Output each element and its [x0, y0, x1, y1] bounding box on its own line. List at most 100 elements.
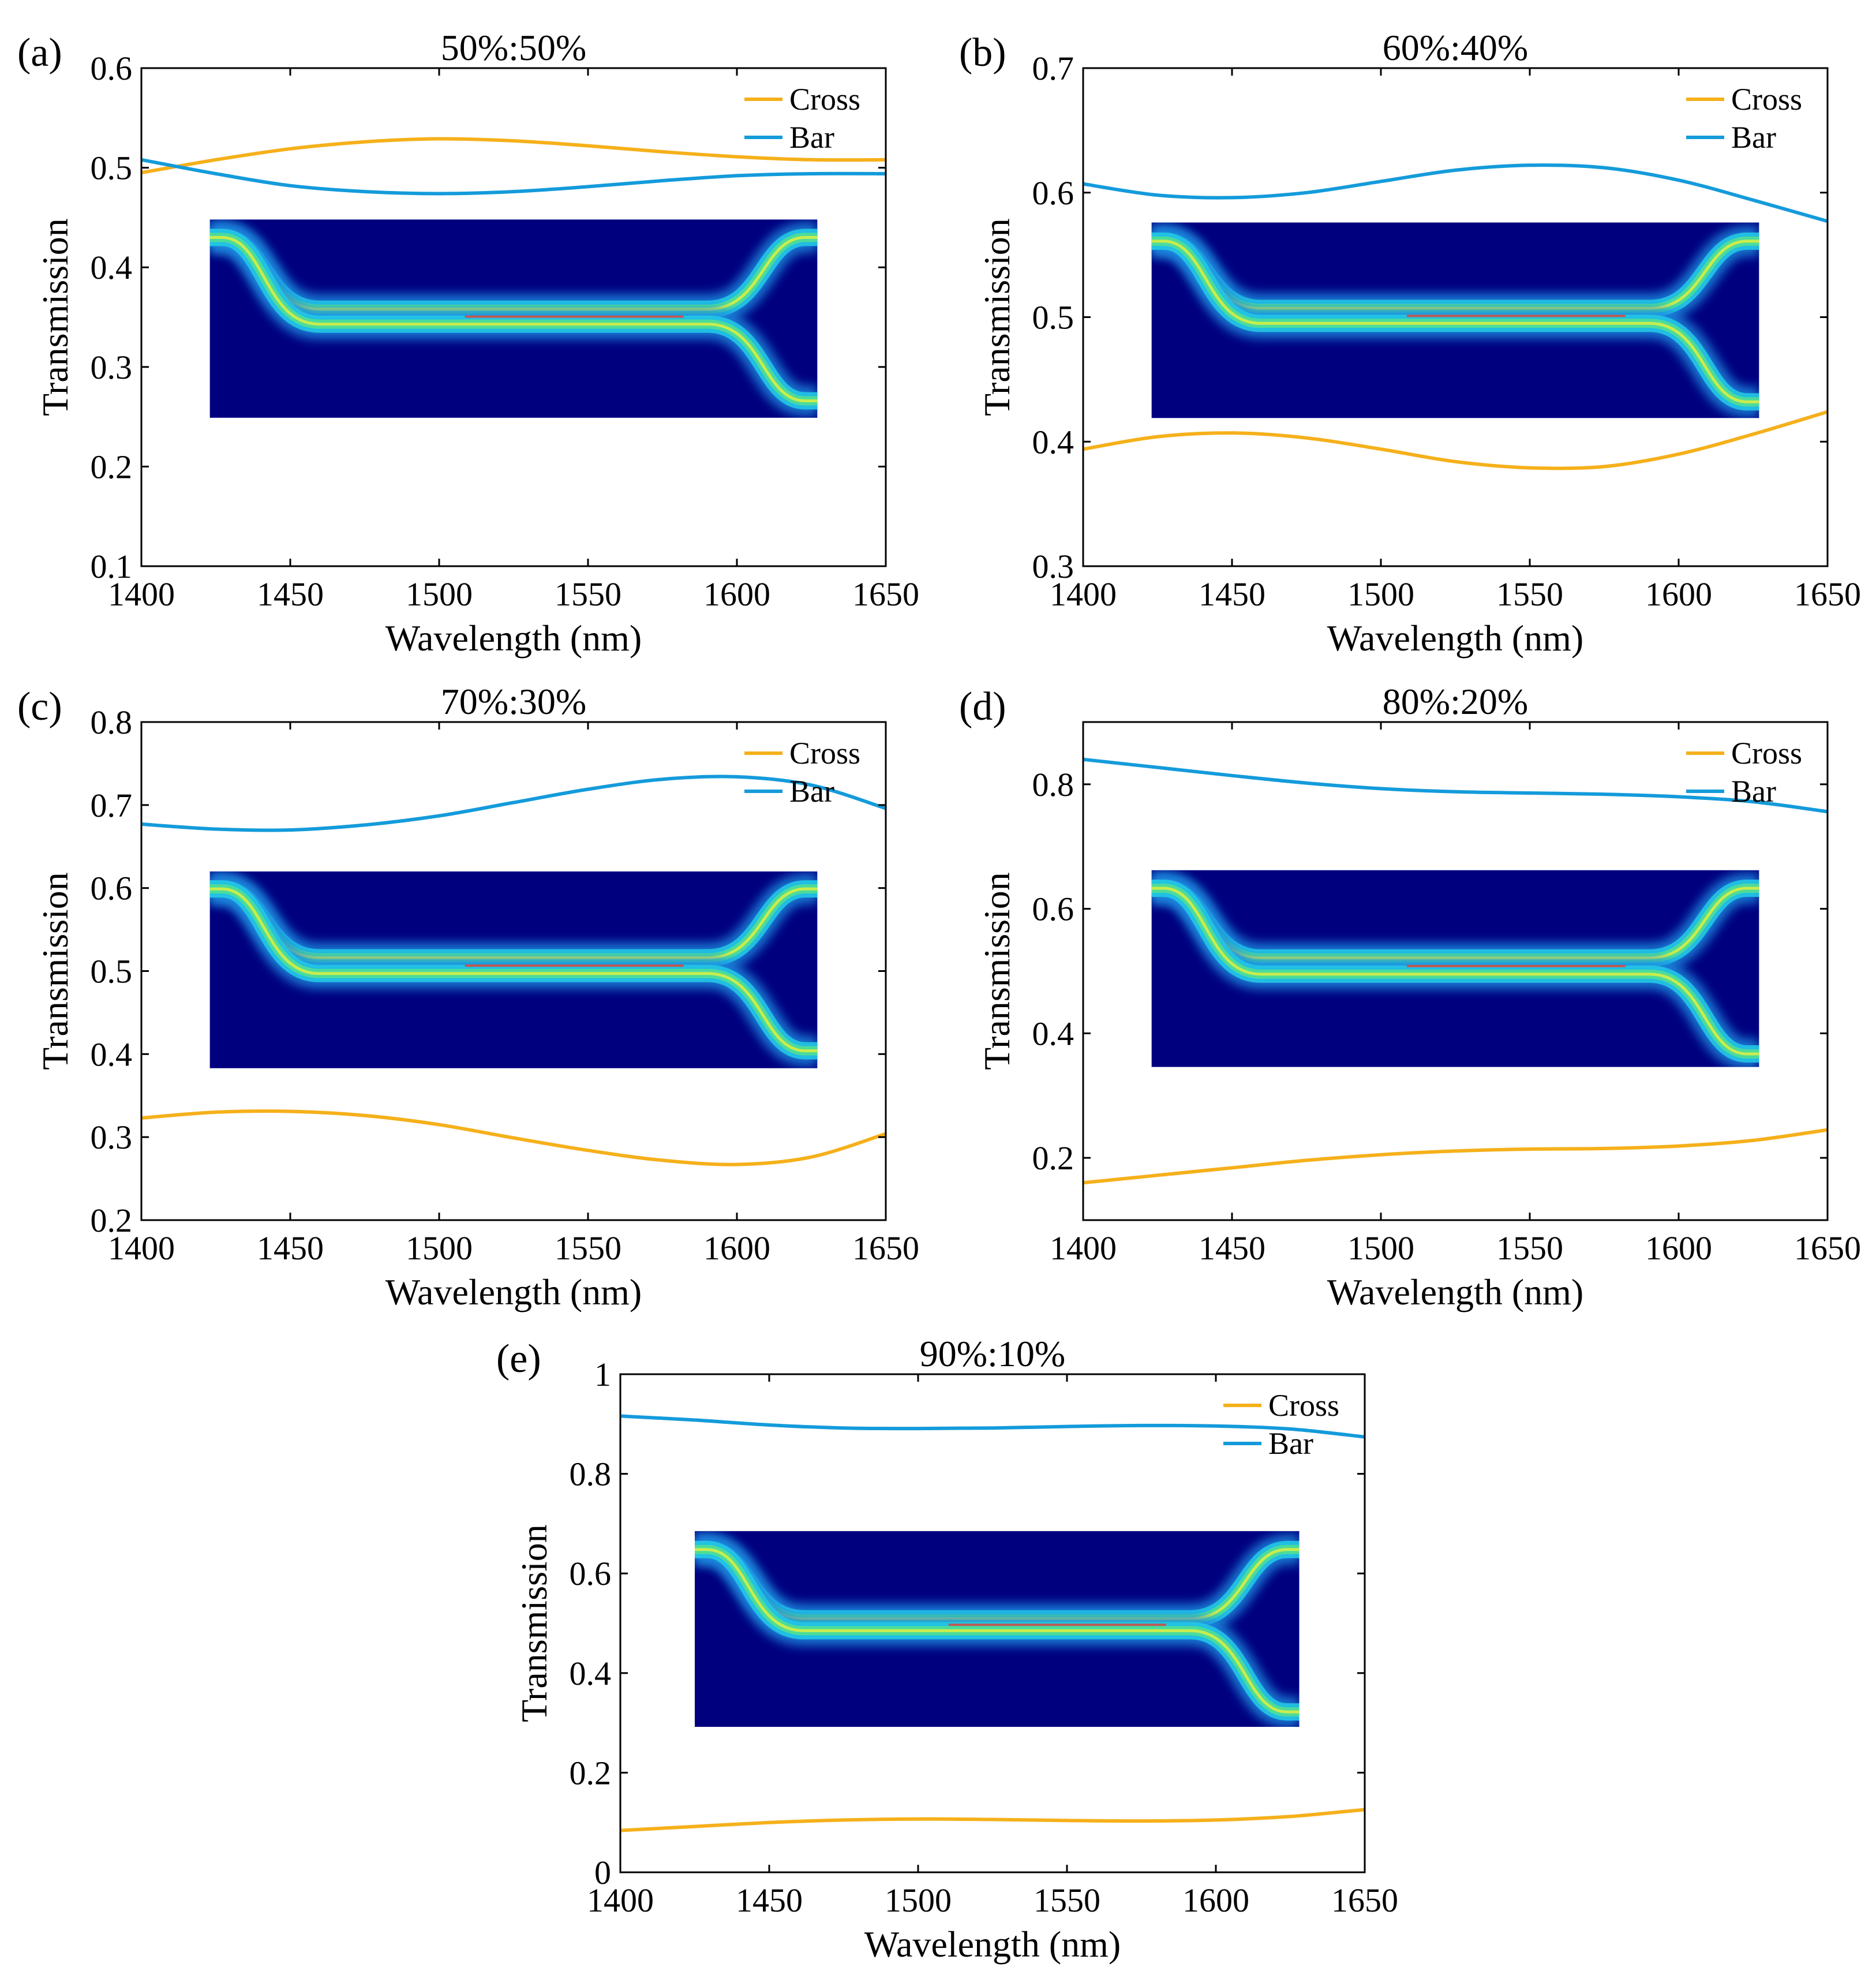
- y-tick-label: 0.4: [1032, 423, 1074, 461]
- series-line-bar: [141, 158, 886, 196]
- x-tick-label: 1500: [1347, 1229, 1414, 1267]
- x-tick-label: 1600: [1182, 1882, 1249, 1919]
- x-tick-label: 1650: [852, 575, 919, 613]
- chart-title: 70%:30%: [441, 681, 586, 722]
- x-tick-label: 1400: [1050, 1229, 1117, 1267]
- chart-panel: 1400 1450 1500 1550 1600 1650 0.1 0.2 0.3 0.4 0.5 0…: [17, 27, 919, 659]
- y-tick-label: 0.7: [91, 787, 133, 824]
- y-tick-label: 0.4: [1032, 1015, 1074, 1052]
- y-tick-label: 0.8: [1032, 766, 1074, 803]
- waveguide-lower-peak: [1151, 887, 1759, 1056]
- series-line-bar: [1083, 163, 1828, 223]
- legend-label-cross: Cross: [789, 82, 860, 117]
- x-axis-label: Wavelength (nm): [1327, 618, 1583, 659]
- y-tick-label: 0.6: [91, 50, 133, 87]
- y-tick-label: 0.8: [91, 704, 133, 741]
- x-tick-label: 1450: [257, 1229, 324, 1267]
- y-tick-label: 0.4: [91, 249, 133, 286]
- axes-box: [140, 67, 887, 567]
- y-axis-label: Transmission: [976, 218, 1017, 416]
- series-line-cross: [1083, 410, 1828, 470]
- series-lines: [1083, 757, 1828, 1185]
- axes-box: [1082, 721, 1829, 1221]
- x-tick-label: 1500: [885, 1882, 952, 1919]
- panel-letter: (b): [959, 31, 1006, 75]
- x-tick-label: 1450: [1199, 1229, 1265, 1267]
- x-axis-label: Wavelength (nm): [385, 618, 642, 659]
- x-tick-label: 1400: [108, 1229, 175, 1267]
- y-tick-label: 0.2: [570, 1754, 612, 1791]
- x-tick-label: 1450: [257, 575, 324, 613]
- y-tick-label: 0.3: [91, 349, 133, 386]
- y-tick-label: 0.5: [91, 953, 133, 990]
- series-line-cross: [141, 1109, 886, 1166]
- waveguide-lower-peak: [695, 1548, 1300, 1714]
- x-tick-label: 1600: [703, 1229, 770, 1267]
- chart-title: 60%:40%: [1383, 27, 1528, 68]
- y-tick-label: 0.4: [91, 1035, 133, 1073]
- waveguide-lower-peak: [209, 235, 818, 402]
- y-tick-label: 0.4: [570, 1655, 612, 1692]
- panel-letter: (d): [959, 685, 1006, 729]
- inset-waveguides: [1151, 873, 1759, 1067]
- chart-panel: 1400 1450 1500 1550 1600 1650 0.2 0.4 0.6 0.8 Wave…: [959, 681, 1861, 1312]
- x-tick-label: 1450: [1199, 575, 1265, 613]
- x-tick-label: 1500: [406, 575, 473, 613]
- series-lines: [1083, 163, 1828, 470]
- series-line-bar: [1083, 757, 1828, 814]
- y-tick-label: 1: [594, 1356, 611, 1393]
- x-tick-label: 1650: [1794, 1229, 1861, 1267]
- x-tick-label: 1650: [852, 1229, 919, 1267]
- chart-title: 50%:50%: [441, 27, 586, 68]
- y-tick-label: 0.8: [570, 1456, 612, 1493]
- legend-label-bar: Bar: [1268, 1426, 1313, 1461]
- y-axis-label: Transmission: [35, 218, 76, 416]
- x-axis-label: Wavelength (nm): [385, 1271, 642, 1312]
- y-tick-label: 0.3: [91, 1119, 133, 1156]
- waveguide-lower-peak: [1151, 240, 1759, 403]
- series-line-bar: [620, 1414, 1365, 1439]
- x-axis-label: Wavelength (nm): [1327, 1271, 1583, 1312]
- series-line-cross: [141, 137, 886, 175]
- legend-label-cross: Cross: [1731, 82, 1802, 117]
- inset-field-image: [209, 871, 818, 1068]
- y-tick-label: 0.2: [91, 448, 133, 485]
- y-tick-label: 0.1: [91, 548, 133, 585]
- y-tick-label: 0.2: [1032, 1139, 1074, 1177]
- legend-label-cross: Cross: [789, 736, 860, 771]
- x-tick-label: 1550: [555, 575, 621, 613]
- y-tick-label: 0.5: [91, 149, 133, 187]
- y-axis-label: Transmission: [514, 1524, 555, 1722]
- x-tick-label: 1550: [1034, 1882, 1100, 1919]
- legend-label-bar: Bar: [1731, 774, 1776, 809]
- x-tick-label: 1400: [587, 1882, 654, 1919]
- x-tick-label: 1550: [1496, 575, 1563, 613]
- x-tick-label: 1550: [1496, 1229, 1563, 1267]
- legend-label-bar: Bar: [1731, 120, 1776, 155]
- inset-waveguides: [695, 1534, 1300, 1727]
- inset-waveguides: [209, 874, 818, 1066]
- x-tick-label: 1400: [1050, 575, 1117, 613]
- y-tick-label: 0.5: [1032, 299, 1074, 336]
- panel-letter: (e): [496, 1337, 541, 1381]
- inset-waveguides: [209, 222, 818, 416]
- x-tick-label: 1600: [703, 575, 770, 613]
- chart-panel: 1400 1450 1500 1550 1600 1650 0.2 0.3 0.4 0.5 0.6 0…: [17, 681, 919, 1312]
- chart-title: 80%:20%: [1383, 681, 1528, 722]
- panel-letter: (a): [17, 31, 62, 75]
- chart-panel: 1400 1450 1500 1550 1600 1650 0.3 0.4 0.5 0.6 0.7 W…: [959, 27, 1861, 659]
- series-line-cross: [620, 1808, 1365, 1832]
- y-tick-label: 0: [594, 1854, 611, 1891]
- x-tick-label: 1500: [1347, 575, 1414, 613]
- x-tick-label: 1500: [406, 1229, 473, 1267]
- x-tick-label: 1550: [555, 1229, 621, 1267]
- x-tick-label: 1450: [736, 1882, 803, 1919]
- y-tick-label: 0.6: [570, 1555, 612, 1592]
- inset-field-image: [1151, 870, 1759, 1067]
- x-tick-label: 1400: [108, 575, 175, 613]
- inset-field-image: [1151, 222, 1759, 418]
- series-lines: [620, 1414, 1365, 1832]
